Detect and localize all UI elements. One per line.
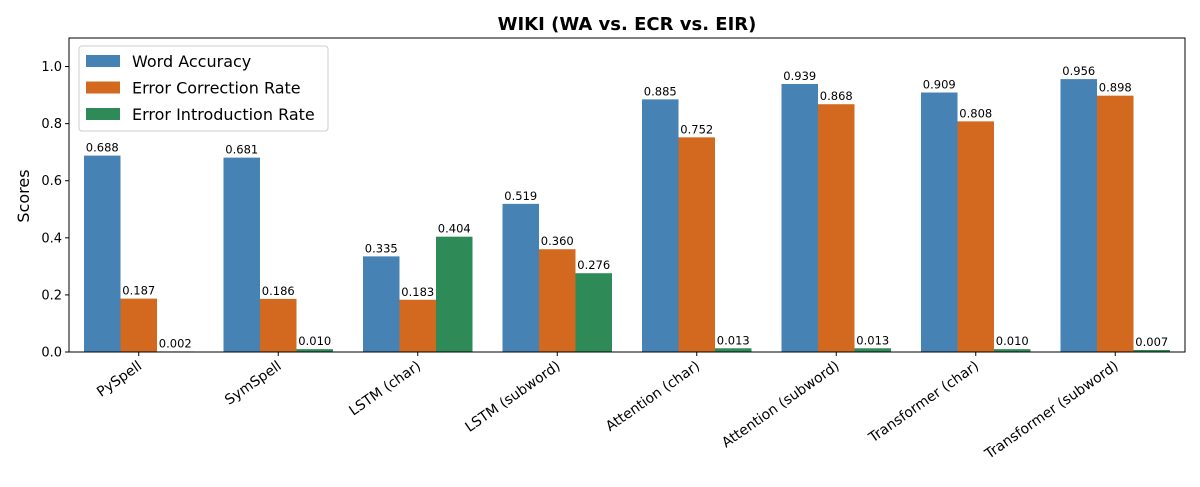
data-label: 0.898 [1099, 81, 1132, 95]
x-tick-label: LSTM (subword) [462, 358, 563, 435]
bar [921, 92, 958, 352]
y-tick-label: 0.0 [41, 346, 62, 361]
bar [575, 273, 612, 352]
bar [539, 249, 576, 352]
bar-series-group [84, 79, 1170, 353]
bar [818, 104, 855, 352]
bar [120, 298, 157, 352]
bar [260, 298, 297, 352]
data-label: 0.404 [438, 222, 471, 236]
data-label: 0.010 [298, 334, 331, 348]
data-label: 0.013 [856, 333, 889, 347]
bar [1097, 95, 1134, 353]
bar [502, 203, 539, 352]
data-label: 0.681 [225, 143, 258, 157]
bar [957, 121, 994, 353]
bar [1133, 350, 1170, 352]
legend-box [78, 45, 329, 132]
y-axis: 0.0 0.2 0.4 0.6 0.8 1.0 [41, 60, 69, 361]
bar [363, 256, 400, 352]
bar [296, 349, 333, 352]
bar [436, 236, 473, 352]
data-label: 0.360 [541, 234, 574, 248]
data-label: 0.335 [365, 241, 398, 255]
data-label: 0.187 [122, 284, 155, 298]
data-label: 0.183 [401, 285, 434, 299]
bar [715, 348, 752, 352]
data-label: 0.186 [262, 284, 295, 298]
legend: Word Accuracy Error Correction Rate Error … [78, 45, 329, 132]
x-tick-label: SymSpell [222, 358, 284, 408]
bar [1060, 79, 1097, 352]
legend-swatch [86, 81, 120, 94]
legend-label: Error Correction Rate [132, 79, 301, 98]
bar [854, 348, 891, 352]
y-tick-label: 0.6 [41, 174, 62, 189]
data-label: 0.808 [959, 106, 992, 120]
legend-swatch [86, 108, 120, 120]
x-tick-label: LSTM (char) [346, 358, 424, 419]
data-label: 0.002 [159, 336, 192, 350]
data-label: 0.688 [86, 141, 119, 155]
legend-swatch [86, 55, 120, 67]
bar [994, 349, 1031, 352]
y-axis-label: Scores [14, 169, 33, 222]
y-tick-label: 0.4 [41, 231, 62, 246]
bar [399, 299, 436, 352]
data-label: 0.956 [1062, 64, 1095, 78]
data-label: 0.013 [717, 333, 750, 347]
y-tick-label: 1.0 [41, 60, 62, 75]
bar [84, 155, 121, 352]
data-label: 0.885 [644, 84, 677, 98]
bar [678, 137, 715, 352]
data-label: 0.276 [577, 258, 610, 272]
legend-label: Word Accuracy [132, 52, 251, 71]
legend-label: Error Introduction Rate [132, 105, 315, 124]
bar [223, 157, 260, 352]
bar [642, 99, 679, 352]
data-label: 0.519 [504, 189, 537, 203]
x-tick-label: Transformer (char) [865, 358, 982, 446]
data-label: 0.909 [923, 78, 956, 92]
data-label-group: 0.688 0.187 0.002 0.681 0.186 0.010 0.335 0.183… [86, 64, 1168, 350]
y-tick-label: 0.8 [41, 117, 62, 132]
x-tick-label: PySpell [94, 358, 145, 400]
data-label: 0.939 [783, 69, 816, 83]
data-label: 0.868 [820, 89, 853, 103]
plot-frame [68, 37, 1186, 353]
y-tick-label: 0.2 [41, 288, 62, 303]
data-label: 0.752 [680, 122, 713, 136]
data-label: 0.007 [1135, 335, 1168, 349]
bar [781, 83, 818, 352]
data-label: 0.010 [996, 334, 1029, 348]
x-tick-label: Attention (char) [603, 358, 703, 435]
x-tick-label: Transformer (subword) [981, 358, 1121, 463]
x-tick-label: Attention (subword) [719, 358, 842, 451]
chart-title: WIKI (WA vs. ECR vs. EIR) [498, 14, 757, 35]
x-axis: PySpell SymSpell LSTM (char) LSTM (subword)… [94, 352, 1122, 463]
